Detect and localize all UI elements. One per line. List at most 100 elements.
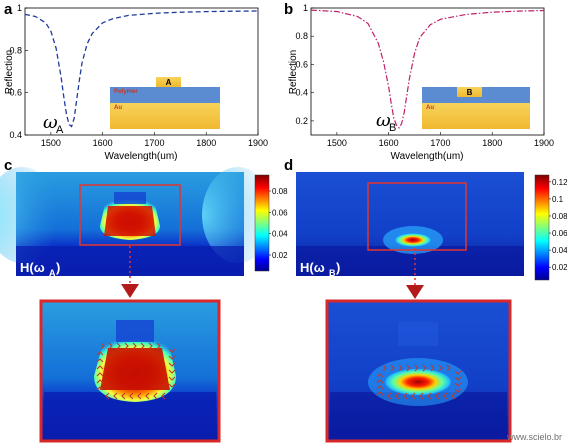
connector-c-arrowhead [121,284,139,298]
chart-b-ytick-label-3: 0.8 [295,31,308,41]
zoom-c-arrow-3 [124,342,129,350]
zoom-d-arrow-22 [454,370,462,375]
colorbar-d: 0.02 0.04 0.06 0.08 0.1 0.12 [534,174,567,281]
chart-a-xtick-label-0: 1500 [41,138,61,148]
chart-a-xlabel: Wavelength(um) [105,151,178,162]
zoom-c-arrow-13 [145,392,150,400]
zoom-d-arrow-12 [411,392,416,400]
chart-b-xlabel: Wavelength(um) [391,151,464,162]
field-map-c-label-close: ) [56,260,60,275]
chart-a-xtick-label-3: 1800 [196,138,216,148]
colorbar-d-tick-label-1: 0.04 [552,246,567,255]
zoom-c-arrow-25 [168,369,176,374]
zoom-c-arrow-10 [121,392,126,400]
chart-b-inset-block-label: B [467,88,473,97]
zoom-d-arrow-0 [382,364,387,372]
zoom-d-arrow-2 [398,364,403,372]
colorbar-c-tick-label-0: 0.02 [272,251,288,260]
chart-b-xtick-label-2: 1700 [430,138,450,148]
field-map-d-label-sub: B [329,268,336,278]
zoom-d-arrow-25 [454,388,462,393]
chart-b-omega-annotation: ω B [376,110,396,134]
zoom-d-arrow-9 [387,392,392,400]
watermark: www.scielo.br [506,432,562,442]
colorbar-c-tick-label-2: 0.06 [272,208,288,217]
zoom-c-arrow-18 [96,365,104,370]
connector-c [121,246,139,298]
chart-a-omega-symbol: ω [43,112,58,133]
chart-b-inset-block [457,87,482,97]
field-map-c: H(ω A ) [0,167,274,278]
zoom-c-arrow-4 [132,342,137,350]
field-map-c-label: H(ω A ) [20,260,60,278]
chart-a-inset-polymer-label: Polymer [114,89,138,95]
zoom-d-arrow-6 [430,364,435,372]
zoom-d-arrow-17 [451,392,456,400]
chart-b-inset-gold-label: Au [426,105,434,111]
zoom-map-d-hot-region [383,368,453,396]
field-map-d-highlight-box [367,182,467,251]
chart-a-ytick-label-1: 0.6 [9,88,22,98]
chart-a-inset-polymer [110,87,220,103]
chart-b-ytick-label-0: 0.2 [295,116,308,126]
chart-a-omega-annotation: ω A [43,112,64,136]
zoom-d-arrow-24 [454,382,462,387]
chart-a-inset-block-label: A [166,78,172,87]
field-map-c-label-sub: A [49,268,56,278]
chart-a-xtick-label-2: 1700 [144,138,164,148]
zoom-d-arrow-19 [376,379,384,384]
chart-a-inset-structure: A Polymer Au [110,77,220,129]
colorbar-d-tick-label-2: 0.06 [552,229,567,238]
zoom-c-arrow-12 [137,392,142,400]
chart-b-ytick-label-2: 0.6 [295,59,308,69]
zoom-d-arrow-3 [406,364,411,372]
zoom-c-arrow-19 [96,372,104,377]
colorbar-d-tick-label-0: 0.02 [552,263,567,272]
field-map-d-label-close: ) [336,260,340,275]
chart-a-xtick-label-4: 1900 [248,138,268,148]
reflection-chart-a: 0.4 0.6 0.8 1 1500 1600 1700 1800 1900 Waveleng… [4,3,268,162]
zoom-d-arrow-21 [376,391,384,396]
zoom-c-arrow-1 [108,342,113,350]
colorbar-c: 0.02 0.04 0.06 0.08 [254,174,288,272]
zoom-d-arrow-13 [419,392,424,400]
panel-letter-c: c [4,157,12,174]
zoom-c-arrow-21 [96,386,104,391]
zoom-d-arrow-16 [443,392,448,400]
chart-b-xtick-label-4: 1900 [534,138,554,148]
zoom-c-arrow-24 [168,362,176,367]
field-map-c-block [114,192,146,204]
zoom-c-arrow-9 [113,392,118,400]
zoom-d-arrow-10 [395,392,400,400]
field-map-c-hot-core [104,206,156,236]
zoom-c-arrow-15 [161,392,166,400]
colorbar-d-gradient [534,174,550,281]
field-map-d: H(ω B ) [296,172,524,278]
zoom-map-d-current-arrows [376,364,462,400]
zoom-c-arrow-6 [148,342,153,350]
panel-letter-d: d [284,157,293,174]
chart-a-omega-subscript: A [56,124,64,136]
colorbar-c-gradient [254,174,270,272]
chart-a-inset-gold [110,103,220,129]
colorbar-c-tick-label-1: 0.04 [272,230,288,239]
zoom-c-arrow-8 [105,392,110,400]
connector-d [406,248,424,299]
reflection-chart-b: 0.2 0.4 0.6 0.8 1 1500 1600 1700 1800 1900 Wavel… [288,3,554,162]
zoom-d-arrow-20 [376,385,384,390]
field-map-d-label: H(ω B ) [300,260,340,278]
chart-b-ytick-label-4: 1 [303,3,308,13]
zoom-map-c-block [116,320,154,342]
zoom-d-arrow-4 [414,364,419,372]
chart-b-ytick-label-1: 0.4 [295,88,308,98]
chart-a-series-line [24,10,259,128]
panel-letter-b: b [284,1,293,18]
chart-b-series-line [310,9,545,129]
colorbar-d-tick-label-3: 0.08 [552,212,567,221]
chart-b-xtick-label-1: 1600 [379,138,399,148]
zoom-d-arrow-15 [435,392,440,400]
zoom-c-arrow-11 [129,392,134,400]
chart-b-inset-structure: B Au [422,87,530,129]
zoom-c-arrow-2 [116,342,121,350]
